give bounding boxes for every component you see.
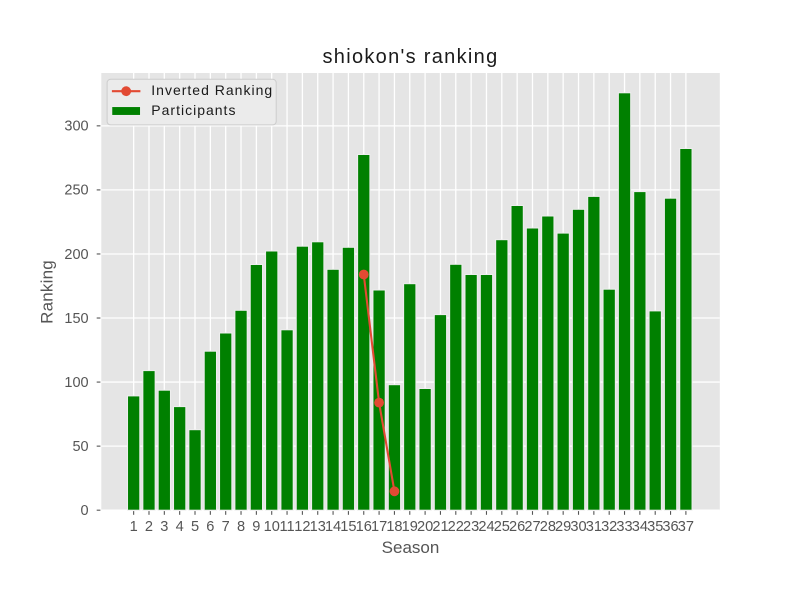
svg-text:10: 10 — [264, 519, 280, 535]
svg-text:5: 5 — [191, 519, 199, 535]
svg-text:34: 34 — [632, 519, 648, 535]
svg-text:30: 30 — [570, 519, 586, 535]
svg-text:28: 28 — [540, 519, 556, 535]
svg-text:200: 200 — [64, 247, 88, 263]
svg-text:35: 35 — [647, 519, 663, 535]
svg-text:27: 27 — [524, 519, 540, 535]
svg-text:12: 12 — [294, 519, 310, 535]
svg-text:2: 2 — [145, 519, 153, 535]
svg-text:19: 19 — [402, 519, 418, 535]
svg-text:300: 300 — [64, 119, 88, 135]
svg-text:4: 4 — [176, 519, 184, 535]
svg-text:9: 9 — [252, 519, 260, 535]
svg-text:6: 6 — [206, 519, 214, 535]
svg-text:33: 33 — [616, 519, 632, 535]
svg-text:18: 18 — [386, 519, 402, 535]
svg-text:Inverted Ranking: Inverted Ranking — [151, 82, 273, 98]
svg-text:26: 26 — [509, 519, 525, 535]
svg-text:11: 11 — [279, 519, 294, 535]
svg-text:8: 8 — [237, 519, 245, 535]
svg-text:100: 100 — [64, 375, 88, 391]
svg-text:16: 16 — [356, 519, 372, 535]
svg-text:29: 29 — [555, 519, 571, 535]
svg-text:50: 50 — [72, 439, 88, 455]
svg-text:25: 25 — [494, 519, 510, 535]
svg-text:shiokon's ranking: shiokon's ranking — [322, 46, 498, 68]
svg-text:15: 15 — [340, 519, 356, 535]
svg-text:22: 22 — [448, 519, 464, 535]
svg-text:20: 20 — [417, 519, 433, 535]
svg-text:Participants: Participants — [151, 102, 236, 118]
svg-text:0: 0 — [81, 503, 89, 519]
svg-text:23: 23 — [463, 519, 479, 535]
svg-text:Season: Season — [382, 538, 440, 557]
svg-text:31: 31 — [586, 519, 602, 535]
svg-text:13: 13 — [310, 519, 326, 535]
svg-text:21: 21 — [432, 519, 448, 535]
svg-text:17: 17 — [371, 519, 387, 535]
svg-text:250: 250 — [64, 183, 88, 199]
svg-text:36: 36 — [662, 519, 678, 535]
svg-text:Ranking: Ranking — [37, 260, 56, 324]
svg-text:7: 7 — [222, 519, 230, 535]
svg-text:37: 37 — [678, 519, 694, 535]
svg-text:14: 14 — [325, 519, 341, 535]
svg-text:32: 32 — [601, 519, 617, 535]
svg-text:3: 3 — [160, 519, 168, 535]
svg-text:24: 24 — [478, 519, 494, 535]
svg-text:1: 1 — [130, 519, 138, 535]
svg-text:150: 150 — [64, 311, 88, 327]
